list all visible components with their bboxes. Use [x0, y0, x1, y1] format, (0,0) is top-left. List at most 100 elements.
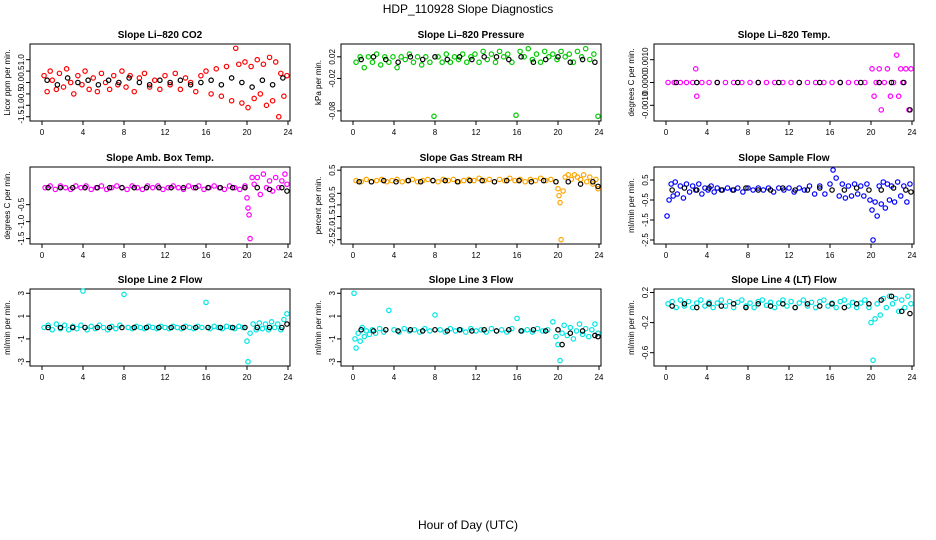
data-point [242, 184, 248, 191]
data-point [542, 328, 549, 334]
x-tick-label: 12 [472, 128, 481, 137]
data-point [576, 321, 583, 327]
panel-9: Slope Line 4 (LT) Flow 0 4 8 12 16 20 24 0.2 -0.2… [627, 275, 917, 382]
data-point [486, 176, 493, 183]
data-point [353, 177, 359, 184]
data-point [496, 48, 503, 55]
data-point [488, 51, 495, 57]
data-point [260, 61, 267, 68]
data-point [730, 300, 737, 307]
data-point [548, 176, 554, 183]
data-point [867, 197, 873, 203]
data-point [284, 72, 290, 79]
data-point [545, 54, 552, 60]
data-point [881, 79, 888, 86]
data-point [228, 97, 235, 104]
data-point [889, 300, 896, 307]
data-point [842, 195, 849, 201]
data-point [514, 315, 520, 322]
data-point [239, 79, 245, 86]
data-point [853, 185, 860, 191]
data-point [845, 183, 852, 189]
data-point [829, 300, 835, 307]
data-point [788, 298, 794, 305]
data-point [876, 79, 883, 86]
x-tick-label: 20 [554, 373, 563, 382]
x-tick-label: 16 [513, 251, 522, 260]
data-point [416, 329, 423, 335]
data-point [555, 54, 561, 60]
data-point [857, 79, 864, 86]
data-point [247, 235, 253, 242]
y-tick-label: -3 [328, 358, 337, 366]
data-point [692, 66, 699, 72]
data-point [878, 201, 885, 207]
data-point [281, 316, 287, 323]
data-point [804, 300, 811, 307]
data-point [894, 179, 901, 185]
data-point [711, 189, 717, 195]
data-point [64, 75, 71, 81]
data-point [509, 325, 515, 332]
data-point [903, 66, 909, 72]
data-point [80, 288, 86, 294]
data-point [747, 79, 753, 86]
data-point [417, 178, 424, 185]
y-tick-label: -0.5 [641, 193, 650, 207]
data-point [505, 326, 512, 333]
data-point [893, 52, 900, 58]
data-point [706, 300, 712, 307]
y-tick-label: -1.0 [17, 214, 26, 228]
data-point [900, 79, 907, 86]
data-point [284, 188, 290, 194]
data-point [365, 54, 372, 60]
series-reference [669, 293, 913, 317]
y-tick-label: -0.5 [17, 197, 26, 211]
data-point [119, 324, 125, 331]
x-tick-label: 20 [867, 128, 876, 137]
data-point [672, 179, 679, 185]
data-point [550, 318, 556, 325]
data-point [90, 75, 97, 81]
data-point [373, 51, 380, 57]
y-tick-label: -2.5 [328, 232, 337, 246]
data-point [886, 197, 893, 203]
data-point [165, 184, 171, 191]
data-point [279, 184, 285, 191]
data-point [829, 79, 835, 86]
x-tick-label: 16 [826, 128, 835, 137]
x-tick-label: 24 [284, 251, 293, 260]
data-point [369, 326, 376, 333]
data-point [730, 187, 737, 193]
x-tick-label: 24 [908, 128, 917, 137]
data-point [244, 338, 250, 344]
data-point [44, 77, 50, 84]
data-point [157, 77, 163, 84]
data-point [876, 66, 883, 72]
data-point [246, 212, 252, 218]
data-point [583, 178, 590, 185]
data-point [907, 181, 913, 187]
y-tick-label: -2.0 [328, 221, 337, 235]
data-point [884, 66, 891, 72]
data-point [377, 62, 384, 68]
x-tick-label: 20 [867, 373, 876, 382]
data-point [734, 79, 741, 86]
data-point [481, 326, 488, 333]
data-point [595, 333, 601, 340]
data-point [878, 187, 885, 193]
data-point [369, 59, 376, 66]
data-point [245, 104, 251, 111]
data-point [432, 54, 438, 60]
data-point [853, 300, 860, 307]
data-point [78, 322, 84, 329]
data-point [695, 181, 702, 187]
data-point [82, 184, 88, 191]
data-point [505, 56, 512, 63]
data-point [503, 177, 510, 184]
data-point [422, 54, 429, 60]
data-point [61, 322, 68, 329]
x-tick-label: 24 [595, 251, 604, 260]
panel-title: Slope Amb. Box Temp. [106, 153, 214, 164]
data-point [259, 77, 266, 84]
